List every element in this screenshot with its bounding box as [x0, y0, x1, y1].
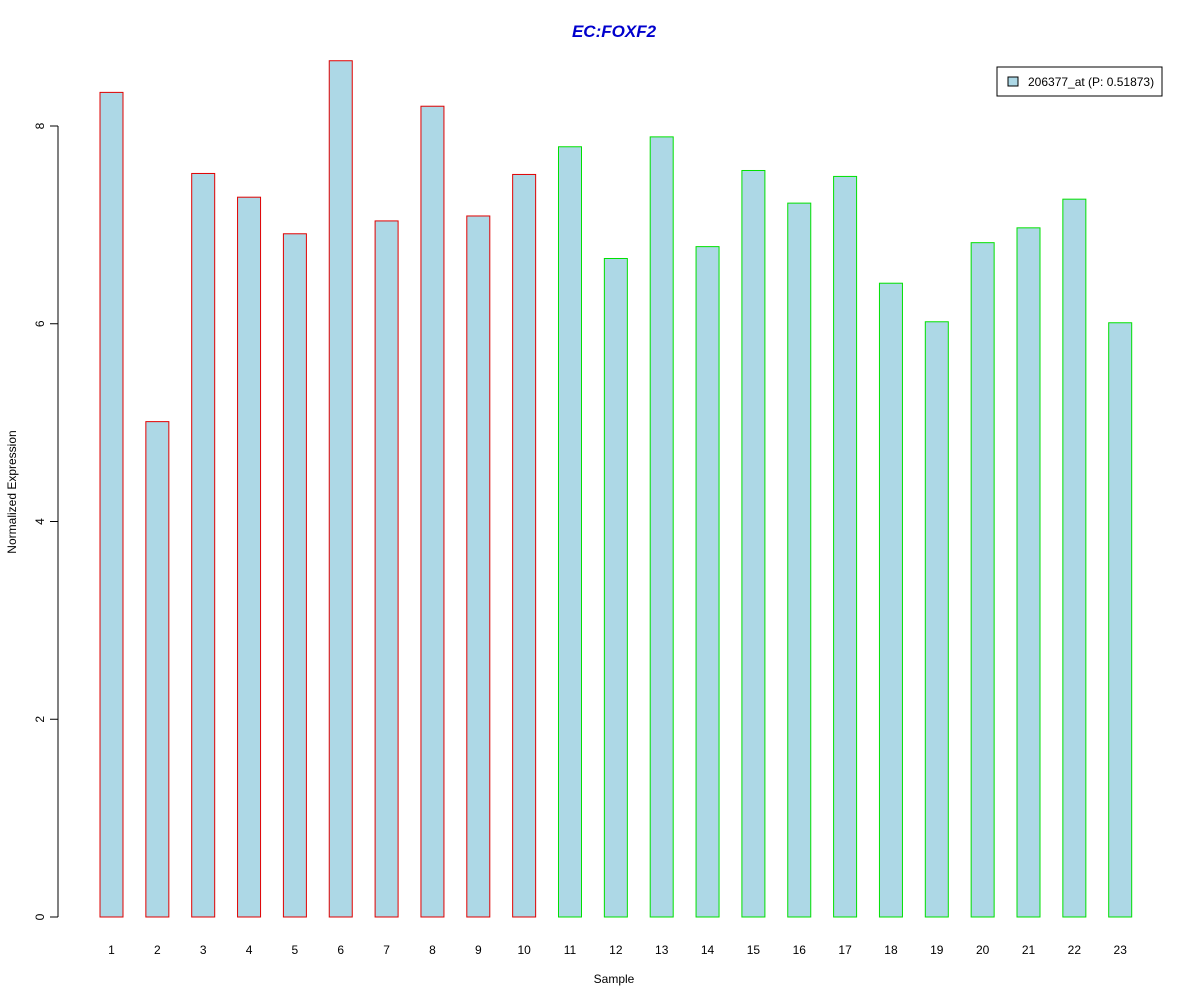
bar-sample-22 — [1062, 198, 1087, 918]
x-tick-label: 9 — [475, 943, 482, 957]
bars — [99, 60, 1133, 918]
bar-sample-20 — [970, 242, 995, 918]
x-tick-label: 20 — [976, 943, 990, 957]
x-tick-label: 11 — [564, 943, 577, 957]
legend-swatch — [1007, 76, 1019, 87]
legend-box — [996, 66, 1163, 97]
bar-sample-7 — [374, 220, 399, 918]
bar-sample-8 — [420, 105, 445, 918]
x-axis-tick-labels: 1 2 3 4 5 6 7 8 9 10 11 12 13 14 15 16 17 18 19 20 21 22 23 — [108, 943, 1127, 957]
chart-title: EC:FOXF2 — [572, 22, 657, 41]
bar-sample-23 — [1108, 322, 1133, 918]
x-tick-label: 14 — [701, 943, 715, 957]
bar-sample-4 — [237, 196, 262, 918]
x-tick-label: 2 — [154, 943, 161, 957]
x-tick-label: 17 — [838, 943, 852, 957]
y-tick-label: 0 — [33, 913, 47, 920]
bar-sample-17 — [833, 175, 858, 918]
bar-sample-12 — [603, 257, 628, 918]
legend-entry: 206377_at (P: 0.51873) — [1028, 75, 1154, 89]
x-tick-label: 23 — [1114, 943, 1128, 957]
x-tick-label: 16 — [793, 943, 807, 957]
bar-sample-11 — [558, 146, 582, 918]
x-tick-label: 19 — [930, 943, 944, 957]
bar-sample-16 — [787, 202, 812, 918]
x-tick-label: 13 — [655, 943, 669, 957]
bar-sample-6 — [328, 60, 353, 918]
x-tick-label: 3 — [200, 943, 207, 957]
x-tick-label: 8 — [429, 943, 436, 957]
bar-sample-5 — [282, 233, 307, 918]
bar-sample-13 — [649, 136, 674, 918]
bar-sample-1 — [99, 91, 124, 918]
x-tick-label: 18 — [884, 943, 898, 957]
y-tick-label: 8 — [33, 122, 47, 129]
x-tick-label: 1 — [108, 943, 115, 957]
x-tick-label: 6 — [337, 943, 344, 957]
bar-sample-10 — [512, 173, 537, 918]
x-tick-label: 21 — [1022, 943, 1036, 957]
x-tick-label: 10 — [517, 943, 531, 957]
x-tick-label: 15 — [747, 943, 761, 957]
legend: 206377_at (P: 0.51873) — [996, 66, 1163, 97]
y-tick-label: 6 — [33, 320, 47, 327]
bar-sample-18 — [878, 282, 903, 918]
bar-sample-9 — [466, 215, 491, 918]
x-tick-label: 22 — [1068, 943, 1082, 957]
y-axis: 0 2 4 6 8 — [33, 122, 59, 920]
bar-sample-21 — [1016, 227, 1041, 918]
y-axis-label: Normalized Expression — [5, 430, 19, 553]
bar-sample-19 — [924, 321, 949, 918]
x-tick-label: 5 — [292, 943, 299, 957]
y-tick-label: 4 — [33, 518, 47, 525]
x-tick-label: 4 — [246, 943, 253, 957]
bar-sample-14 — [695, 246, 720, 918]
x-axis-label: Sample — [594, 972, 635, 986]
y-tick-label: 2 — [33, 716, 47, 723]
x-tick-label: 12 — [609, 943, 623, 957]
bar-sample-3 — [191, 172, 216, 918]
x-tick-label: 7 — [383, 943, 390, 957]
bar-sample-2 — [145, 421, 170, 918]
bar-sample-15 — [741, 169, 766, 918]
